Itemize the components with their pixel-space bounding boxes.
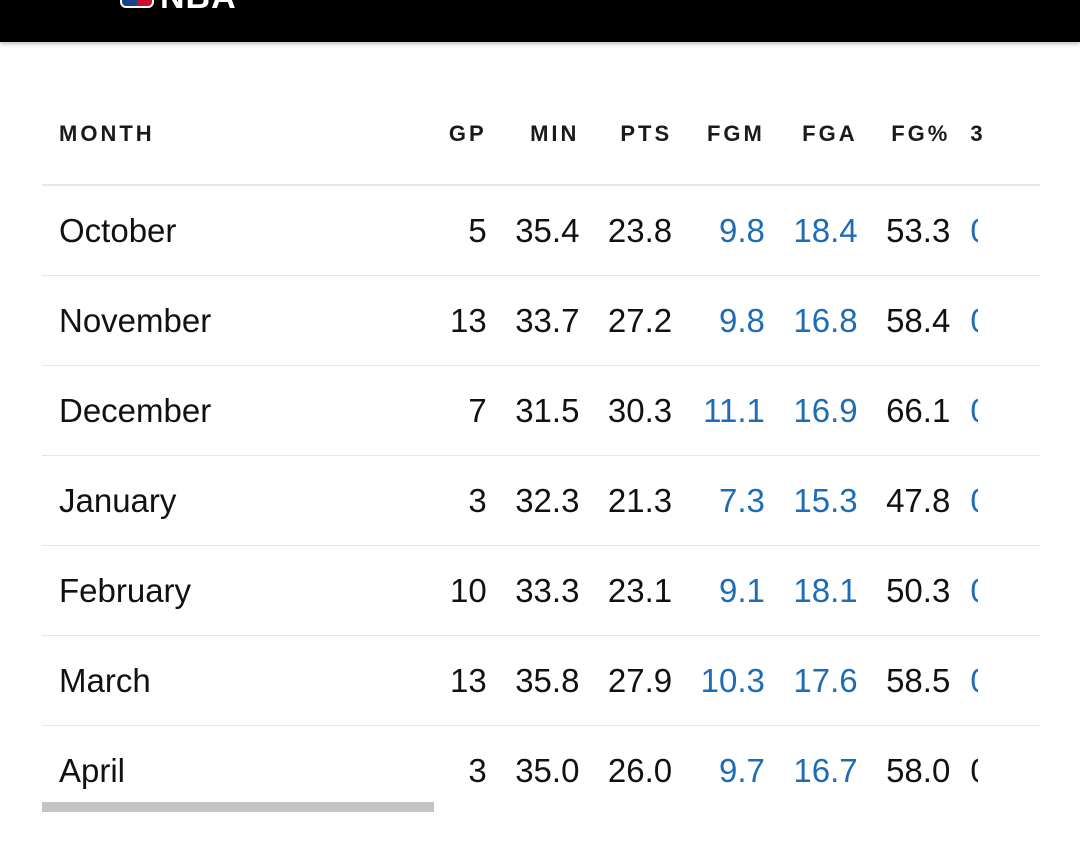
min-cell: 35.4 — [486, 185, 580, 276]
fga-link[interactable]: 16.9 — [764, 365, 858, 456]
gp-cell: 13 — [436, 275, 487, 366]
pts-cell: 23.8 — [579, 185, 673, 276]
column-header-3pm[interactable]: 3 — [950, 84, 1040, 186]
gp-cell: 3 — [436, 455, 487, 546]
min-cell: 33.7 — [486, 275, 580, 366]
fg-pct-cell: 58.0 — [886, 751, 951, 789]
min-cell: 35.8 — [486, 635, 580, 726]
fga-link[interactable]: 18.4 — [764, 185, 858, 276]
table-row: April 3 35.0 26.0 9.7 16.7 58.0 0 — [42, 726, 1040, 815]
monthly-splits-table-container[interactable]: MONTH GP MIN PTS FGM FGA FG% 3 October 5… — [42, 84, 1040, 814]
column-header-3pm-label: 3 — [970, 121, 985, 146]
min-cell: 31.5 — [486, 365, 580, 456]
fgm-link[interactable]: 7.3 — [672, 455, 765, 546]
column-header-gp[interactable]: GP — [436, 84, 487, 186]
table-header-row: MONTH GP MIN PTS FGM FGA FG% 3 — [42, 84, 1040, 186]
fgm-link[interactable]: 9.8 — [672, 185, 765, 276]
3pm-link[interactable]: 0 — [950, 455, 1040, 546]
fg-pct-cell: 47.8 — [857, 455, 951, 546]
pts-cell: 21.3 — [579, 455, 673, 546]
pts-cell: 26.0 — [607, 751, 673, 789]
3pm-link[interactable]: 0 — [950, 365, 1040, 456]
3pm-value: 0 — [970, 572, 978, 610]
fga-link[interactable]: 18.1 — [764, 545, 858, 636]
fgm-link[interactable]: 10.3 — [672, 635, 765, 726]
3pm-value: 0 — [970, 212, 978, 250]
column-header-pts[interactable]: PTS — [579, 84, 673, 186]
gp-cell: 7 — [436, 365, 487, 456]
fga-link[interactable]: 16.7 — [793, 751, 858, 789]
3pm-cell: 0 — [950, 726, 1040, 815]
fga-link[interactable]: 17.6 — [764, 635, 858, 726]
fg-pct-cell: 58.5 — [857, 635, 951, 726]
fgm-link[interactable]: 9.7 — [719, 751, 765, 789]
column-header-fgm[interactable]: FGM — [672, 84, 765, 186]
table-row: November 13 33.7 27.2 9.8 16.8 58.4 0 — [42, 275, 1040, 366]
fg-pct-cell: 58.4 — [857, 275, 951, 366]
month-cell: April — [42, 726, 436, 815]
monthly-splits-table: MONTH GP MIN PTS FGM FGA FG% 3 October 5… — [42, 84, 1040, 814]
nba-logo-text: NBA — [160, 0, 237, 8]
gp-cell: 13 — [436, 635, 487, 726]
month-cell: March — [42, 635, 437, 726]
3pm-value: 0 — [970, 302, 978, 340]
column-header-fg-pct[interactable]: FG% — [857, 84, 951, 186]
month-cell: February — [42, 545, 437, 636]
month-cell: December — [42, 365, 437, 456]
3pm-value: 0 — [970, 482, 978, 520]
column-header-month[interactable]: MONTH — [42, 84, 437, 186]
3pm-link[interactable]: 0 — [950, 185, 1040, 276]
3pm-value: 0 — [970, 392, 978, 430]
month-cell: January — [42, 455, 437, 546]
gp-cell: 5 — [436, 185, 487, 276]
nba-logo-icon — [120, 0, 154, 8]
column-header-min[interactable]: MIN — [486, 84, 580, 186]
pts-cell: 23.1 — [579, 545, 673, 636]
3pm-link[interactable]: 0 — [950, 275, 1040, 366]
3pm-value: 0 — [970, 752, 978, 790]
table-row: January 3 32.3 21.3 7.3 15.3 47.8 0 — [42, 455, 1040, 546]
3pm-value: 0 — [970, 662, 978, 700]
pts-cell: 27.9 — [579, 635, 673, 726]
gp-cell: 3 — [468, 751, 487, 789]
top-bar: NBA — [0, 0, 1080, 42]
fg-pct-cell: 66.1 — [857, 365, 951, 456]
table-row: March 13 35.8 27.9 10.3 17.6 58.5 0 — [42, 635, 1040, 726]
fgm-link[interactable]: 11.1 — [672, 365, 765, 456]
min-cell: 33.3 — [486, 545, 580, 636]
gp-cell: 10 — [436, 545, 487, 636]
month-cell: November — [42, 275, 437, 366]
fg-pct-cell: 50.3 — [857, 545, 951, 636]
table-row: October 5 35.4 23.8 9.8 18.4 53.3 0 — [42, 185, 1040, 276]
3pm-link[interactable]: 0 — [950, 635, 1040, 726]
nba-logo[interactable]: NBA — [120, 0, 237, 8]
min-cell: 35.0 — [515, 751, 580, 789]
month-cell: October — [42, 185, 437, 276]
pts-cell: 27.2 — [579, 275, 673, 366]
fga-link[interactable]: 16.8 — [764, 275, 858, 366]
fgm-link[interactable]: 9.1 — [672, 545, 765, 636]
table-row: December 7 31.5 30.3 11.1 16.9 66.1 0 — [42, 365, 1040, 456]
table-row: February 10 33.3 23.1 9.1 18.1 50.3 0 — [42, 545, 1040, 636]
fg-pct-cell: 53.3 — [857, 185, 951, 276]
column-header-fga[interactable]: FGA — [764, 84, 858, 186]
min-cell: 32.3 — [486, 455, 580, 546]
pts-cell: 30.3 — [579, 365, 673, 456]
fga-link[interactable]: 15.3 — [764, 455, 858, 546]
3pm-link[interactable]: 0 — [950, 545, 1040, 636]
fgm-link[interactable]: 9.8 — [672, 275, 765, 366]
horizontal-scrollbar[interactable] — [42, 802, 434, 812]
